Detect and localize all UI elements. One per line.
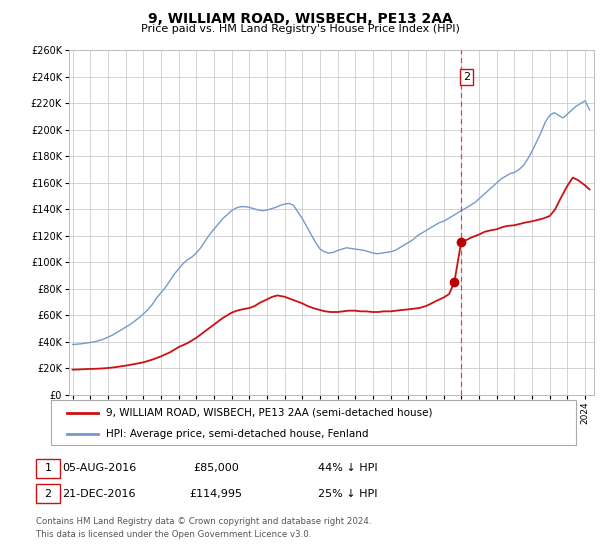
Text: HPI: Average price, semi-detached house, Fenland: HPI: Average price, semi-detached house,… [106,429,368,439]
Text: £114,995: £114,995 [190,489,242,499]
Text: 21-DEC-2016: 21-DEC-2016 [62,489,136,499]
Text: 2: 2 [44,489,52,499]
Text: 9, WILLIAM ROAD, WISBECH, PE13 2AA (semi-detached house): 9, WILLIAM ROAD, WISBECH, PE13 2AA (semi… [106,408,433,418]
Text: Price paid vs. HM Land Registry's House Price Index (HPI): Price paid vs. HM Land Registry's House … [140,24,460,34]
Text: 25% ↓ HPI: 25% ↓ HPI [318,489,378,499]
Text: Contains HM Land Registry data © Crown copyright and database right 2024.: Contains HM Land Registry data © Crown c… [36,517,371,526]
Text: 05-AUG-2016: 05-AUG-2016 [62,463,136,473]
Text: 44% ↓ HPI: 44% ↓ HPI [318,463,378,473]
Text: £85,000: £85,000 [193,463,239,473]
Text: 9, WILLIAM ROAD, WISBECH, PE13 2AA: 9, WILLIAM ROAD, WISBECH, PE13 2AA [148,12,452,26]
Text: 2: 2 [463,72,470,82]
FancyBboxPatch shape [51,400,576,445]
Text: This data is licensed under the Open Government Licence v3.0.: This data is licensed under the Open Gov… [36,530,311,539]
Text: 1: 1 [44,463,52,473]
